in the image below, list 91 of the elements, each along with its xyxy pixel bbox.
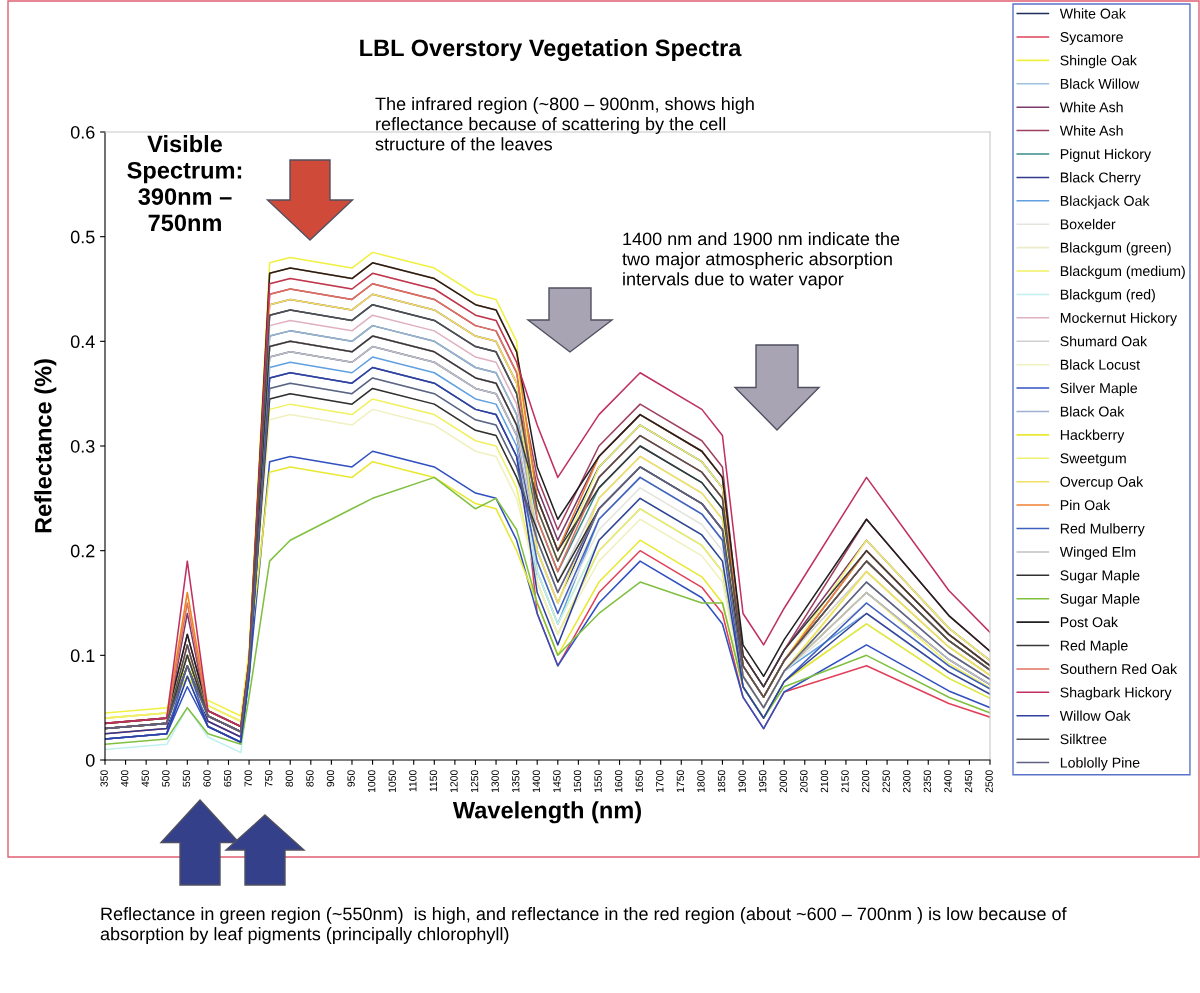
legend-label: Red Mulberry <box>1060 523 1145 537</box>
x-tick-label: 800 <box>285 770 294 787</box>
annotation: The infrared region (~800 – 900nm, shows high reflectance because of scattering by the cell structure of the leaves <box>375 97 754 151</box>
legend-label: White Ash <box>1059 101 1123 113</box>
x-tick-label: 450 <box>141 770 149 787</box>
x-tick-label: 750 <box>265 770 273 787</box>
legend-label: Silktree <box>1060 733 1107 745</box>
legend-label: Sweetgum <box>1060 453 1126 467</box>
x-tick-label: 650 <box>223 770 232 787</box>
legend-label: Willow Oak <box>1059 710 1131 721</box>
y-tick-label: 0.2 <box>70 544 95 558</box>
legend-label: Pignut Hickory <box>1060 148 1152 162</box>
x-tick-label: 1850 <box>717 770 726 793</box>
legend-label: Black Locust <box>1060 359 1140 370</box>
legend-label: White Oak <box>1059 8 1126 19</box>
legend-label: Blackgum (red) <box>1060 289 1155 303</box>
x-tick-label: 900 <box>326 770 335 787</box>
legend-label: Post Oak <box>1060 616 1119 628</box>
y-tick-label: 0.4 <box>70 335 95 349</box>
legend-label: Pin Oak <box>1060 499 1111 511</box>
x-tick-label: 1650 <box>635 770 643 793</box>
x-tick-label: 2000 <box>779 770 787 793</box>
x-axis-title: Wavelength (nm) <box>452 801 641 824</box>
legend-label: Hackberry <box>1060 429 1125 443</box>
annotation: Visible Spectrum: 390nm – 750nm <box>127 135 242 232</box>
x-tick-label: 1300 <box>491 770 499 793</box>
y-tick-label: 0 <box>85 753 95 767</box>
x-tick-label: 2100 <box>820 770 829 793</box>
x-tick-label: 2350 <box>923 770 932 793</box>
legend-label: Black Oak <box>1060 406 1125 417</box>
x-tick-label: 400 <box>121 770 129 787</box>
x-tick-label: 1200 <box>450 770 458 793</box>
y-tick-label: 0.3 <box>70 439 95 453</box>
legend-label: Black Willow <box>1060 78 1140 89</box>
x-tick-label: 2050 <box>800 770 808 793</box>
x-tick-label: 1050 <box>388 770 396 793</box>
legend-label: Sugar Maple <box>1060 593 1140 607</box>
x-tick-label: 1600 <box>614 770 623 793</box>
legend-label: Sugar Maple <box>1060 569 1140 584</box>
x-tick-label: 1400 <box>532 770 541 793</box>
x-tick-label: 2500 <box>985 770 993 793</box>
x-tick-label: 850 <box>306 770 314 787</box>
x-tick-label: 950 <box>347 770 355 787</box>
x-tick-label: 1500 <box>573 770 582 793</box>
x-tick-label: 2300 <box>903 770 911 793</box>
legend-label: Winged Elm <box>1059 546 1136 560</box>
y-tick-label: 0.5 <box>70 230 95 244</box>
x-tick-label: 2250 <box>882 770 890 793</box>
legend-label: Blackgum (green) <box>1060 242 1171 256</box>
legend-label: Red Maple <box>1060 640 1128 654</box>
x-tick-label: 1700 <box>656 770 664 793</box>
x-tick-label: 550 <box>182 770 191 787</box>
legend-label: Shagbark Hickory <box>1060 687 1172 701</box>
chart-title: LBL Overstory Vegetation Spectra <box>360 38 742 62</box>
legend-label: Overcup Oak <box>1060 476 1144 490</box>
y-tick-label: 0.6 <box>70 125 95 139</box>
x-tick-label: 2400 <box>944 770 952 793</box>
x-tick-label: 2200 <box>861 770 870 793</box>
x-tick-label: 1800 <box>697 770 705 793</box>
legend-label: Southern Red Oak <box>1060 663 1178 675</box>
legend-label: Shumard Oak <box>1060 335 1148 347</box>
x-tick-label: 1950 <box>759 770 767 793</box>
legend-label: Loblolly Pine <box>1060 757 1140 771</box>
legend-label: Blackgum (medium) <box>1060 265 1185 279</box>
legend-label: Sycamore <box>1060 32 1123 45</box>
legend-label: Silver Maple <box>1060 382 1138 396</box>
x-tick-label: 1900 <box>738 770 746 793</box>
annotation: 1400 nm and 1900 nm indicate the two major atmospheric absorption intervals due to water vapor <box>622 232 900 290</box>
x-tick-label: 700 <box>244 770 252 787</box>
legend-label: Mockernut Hickory <box>1060 312 1178 326</box>
x-tick-label: 2450 <box>964 770 973 793</box>
y-axis-title: Reflectance (%) <box>34 359 57 533</box>
x-tick-label: 600 <box>203 770 211 787</box>
legend-label: Blackjack Oak <box>1060 195 1150 209</box>
legend-label: Black Cherry <box>1060 172 1141 186</box>
text: Reflectance in green region (~550nm) is high, and reflectance in the red region (about ~600 – 700nm ) is low because of absorption by leaf pigments (principally chlorophyll) <box>100 907 1067 944</box>
x-tick-label: 1750 <box>676 770 685 793</box>
x-tick-label: 1450 <box>553 770 561 793</box>
x-tick-label: 1100 <box>409 770 417 792</box>
x-tick-label: 2150 <box>841 770 849 793</box>
x-tick-label: 1150 <box>429 770 438 792</box>
x-tick-label: 1250 <box>470 770 479 793</box>
x-tick-label: 500 <box>162 770 170 787</box>
legend-label: Shingle Oak <box>1060 55 1137 69</box>
legend-label: White Ash <box>1059 125 1123 136</box>
y-tick-label: 0.1 <box>70 649 95 663</box>
x-tick-label: 1350 <box>512 770 520 793</box>
x-tick-label: 1000 <box>367 770 376 793</box>
x-tick-label: 1550 <box>594 770 602 793</box>
legend-label: Boxelder <box>1060 218 1116 230</box>
x-tick-label: 350 <box>100 770 108 787</box>
